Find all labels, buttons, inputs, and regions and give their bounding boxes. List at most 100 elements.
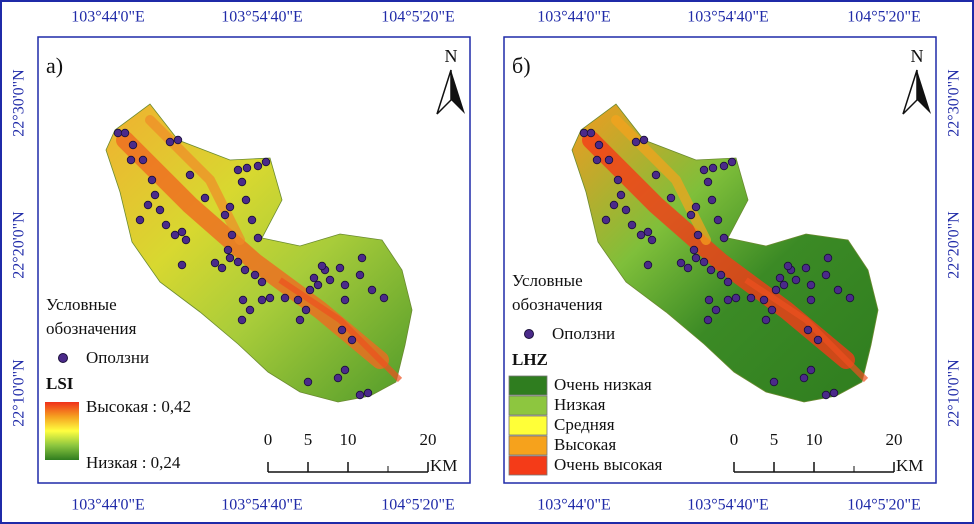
landslide-point	[727, 157, 737, 167]
landslide-point	[821, 390, 831, 400]
landslide-point	[113, 128, 123, 138]
landslide-point	[337, 325, 347, 335]
scale-label: 20	[420, 430, 437, 449]
north-label: N	[445, 46, 458, 66]
legend-point-label: Оползни	[86, 348, 149, 367]
landslide-point	[317, 261, 327, 271]
landslide-point	[225, 202, 235, 212]
landslide-point	[636, 230, 646, 240]
landslide-point	[746, 293, 756, 303]
landslide-point	[241, 195, 251, 205]
latitude-label: 22°30'0"N	[946, 69, 963, 137]
landslide-point	[250, 270, 260, 280]
landslide-point	[666, 193, 676, 203]
hazard-band	[278, 277, 403, 383]
scale-unit: KM	[430, 456, 457, 475]
landslide-point	[791, 275, 801, 285]
landslide-point	[711, 305, 721, 315]
landslide-point	[579, 128, 589, 138]
landslide-point	[691, 202, 701, 212]
landslide-point	[586, 128, 596, 138]
longitude-label: 104°5'20"E	[381, 497, 455, 514]
landslide-point	[627, 220, 637, 230]
scale-unit: KM	[896, 456, 923, 475]
legend-swatch	[508, 395, 548, 416]
landslide-point	[210, 258, 220, 268]
landslide-point	[143, 200, 153, 210]
landslide-point	[333, 373, 343, 383]
landslide-point	[799, 373, 809, 383]
longitude-label: 103°54'40"E	[687, 9, 769, 26]
landslide-point	[150, 190, 160, 200]
legend-swatch	[508, 455, 548, 476]
landslide-point	[771, 285, 781, 295]
landslide-point	[713, 215, 723, 225]
longitude-label: 103°54'40"E	[221, 9, 303, 26]
landslide-point	[200, 193, 210, 203]
landslide-point	[128, 140, 138, 150]
legend-low-label: Низкая : 0,24	[86, 453, 181, 472]
landslide-point	[233, 257, 243, 267]
landslide-point	[689, 245, 699, 255]
legend-title: обозначения	[512, 295, 603, 314]
panel-frame	[37, 36, 471, 484]
legend-class-label: Очень низкая	[554, 375, 652, 394]
landslide-point	[693, 230, 703, 240]
panel-label: а)	[46, 53, 63, 78]
landslide-point	[769, 377, 779, 387]
landslide-point	[829, 388, 839, 398]
scale-label: 20	[886, 430, 903, 449]
legend-point-symbol	[58, 353, 68, 363]
landslide-point	[355, 390, 365, 400]
landslide-point	[135, 215, 145, 225]
landslide-point	[676, 258, 686, 268]
longitude-label: 103°44'0"E	[71, 497, 145, 514]
scale-label: 0	[264, 430, 273, 449]
landslide-point	[783, 261, 793, 271]
landslide-point	[845, 293, 855, 303]
landslide-point	[301, 305, 311, 315]
landslide-point	[594, 140, 604, 150]
landslide-point	[716, 270, 726, 280]
landslide-point	[643, 260, 653, 270]
map-panel: а) N Условные обозначения Оползни LSI Высокая …	[37, 36, 471, 484]
landslide-point	[177, 260, 187, 270]
landslide-point	[217, 263, 227, 273]
landslide-point	[592, 155, 602, 165]
scale-label: 5	[770, 430, 779, 449]
landslide-point	[237, 177, 247, 187]
landslide-point	[821, 270, 831, 280]
landslide-point	[309, 273, 319, 283]
legend-class-label: Очень высокая	[554, 455, 663, 474]
legend-title: Условные	[46, 295, 117, 314]
landslide-point	[723, 277, 733, 287]
landslide-point	[719, 233, 729, 243]
latitude-label: 22°20'0"N	[946, 211, 963, 279]
landslide-point	[683, 263, 693, 273]
landslide-point	[723, 295, 733, 305]
landslide-point	[779, 280, 789, 290]
landslide-point	[703, 315, 713, 325]
landslide-point	[155, 205, 165, 215]
landslide-point	[823, 253, 833, 263]
legend-title: Условные	[512, 271, 583, 290]
landslide-point	[363, 388, 373, 398]
landslide-point	[686, 210, 696, 220]
landslide-point	[340, 280, 350, 290]
hazard-band	[744, 277, 869, 383]
latitude-label: 22°10'0"N	[946, 359, 963, 427]
landslide-point	[761, 315, 771, 325]
landslide-point	[759, 295, 769, 305]
north-arrow	[917, 70, 931, 114]
landslide-point	[185, 170, 195, 180]
landslide-point	[704, 295, 714, 305]
landslide-point	[643, 227, 653, 237]
landslide-point	[225, 253, 235, 263]
landslide-point	[703, 177, 713, 187]
landslide-point	[138, 155, 148, 165]
landslide-point	[775, 273, 785, 283]
landslide-point	[280, 293, 290, 303]
legend-swatch	[508, 375, 548, 396]
north-arrow	[451, 70, 465, 114]
